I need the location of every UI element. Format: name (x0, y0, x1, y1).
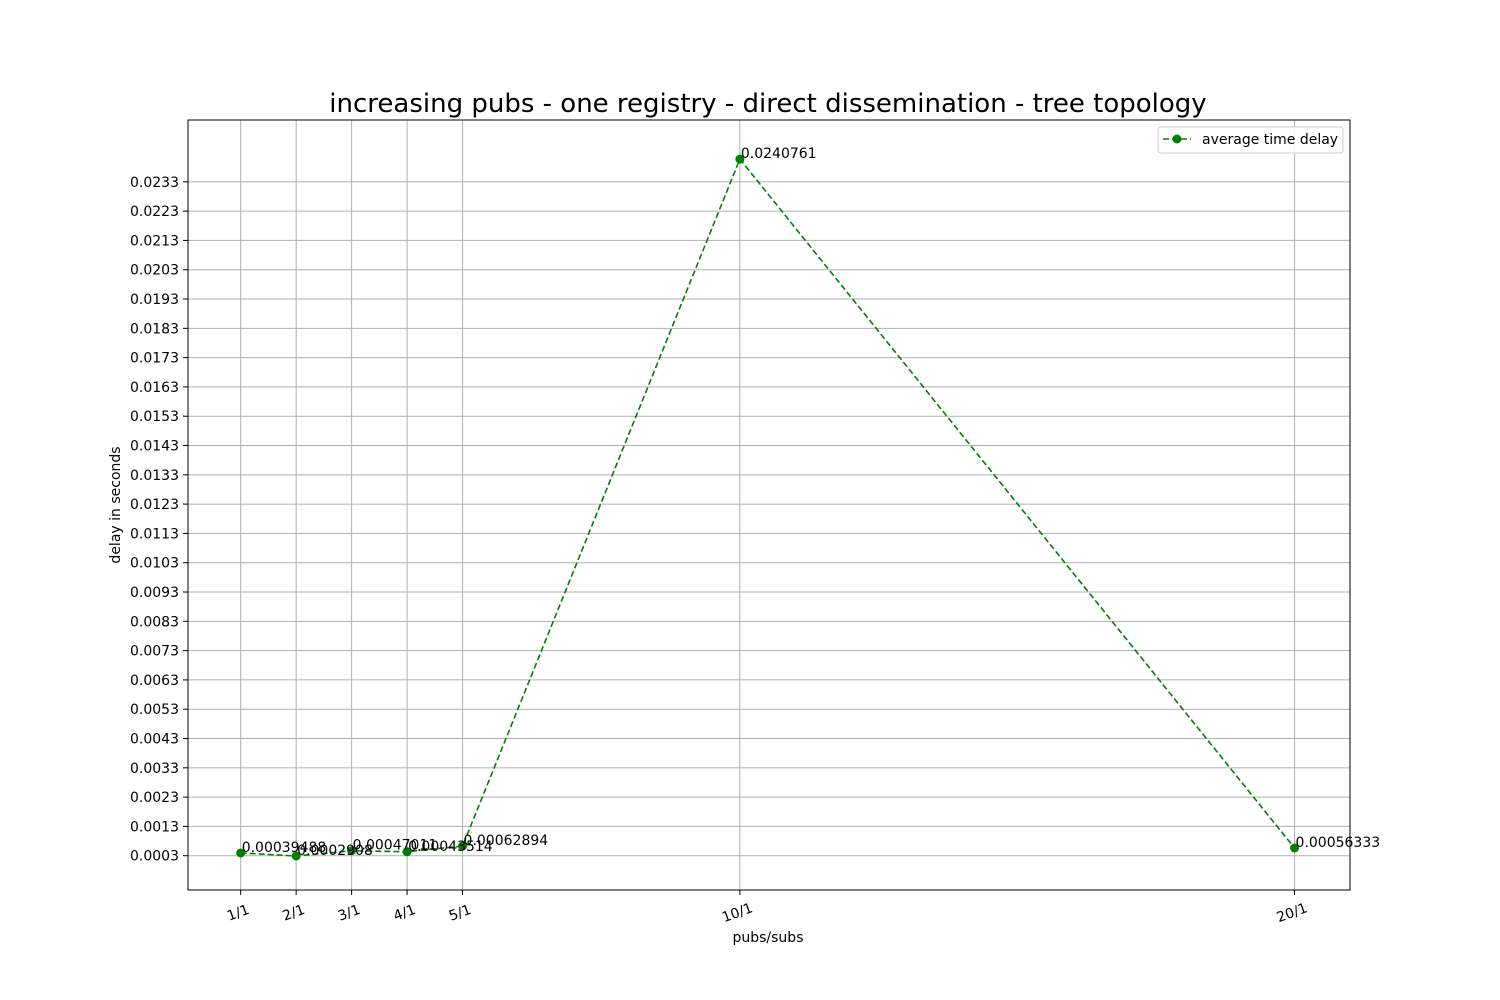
data-label: 0.00043514 (408, 839, 493, 855)
y-tick-label: 0.0073 (130, 644, 179, 660)
x-axis-label: pubs/subs (732, 930, 803, 946)
data-point (458, 841, 468, 851)
chart-title: increasing pubs - one registry - direct … (329, 89, 1206, 119)
y-tick-label: 0.0023 (130, 790, 179, 806)
x-tick-label: 5/1 (447, 902, 474, 925)
data-label: 0.00056333 (1296, 835, 1381, 851)
y-tick-label: 0.0203 (130, 263, 179, 279)
data-label: 0.0240761 (741, 146, 817, 162)
y-tick-label: 0.0033 (130, 761, 179, 777)
y-axis: 0.0003 0.0013 0.0023 0.0033 0.0043 0.0053 0.00… (130, 175, 188, 865)
y-tick-label: 0.0213 (130, 233, 179, 249)
y-tick-label: 0.0013 (130, 819, 179, 835)
data-label: 0.00047011 (353, 838, 438, 854)
y-tick-label: 0.0043 (130, 732, 179, 748)
y-tick-label: 0.0223 (130, 204, 179, 220)
y-tick-label: 0.0233 (130, 175, 179, 191)
legend-marker (1172, 134, 1182, 144)
y-tick-label: 0.0173 (130, 351, 179, 367)
y-tick-label: 0.0133 (130, 468, 179, 484)
legend-box (1157, 126, 1344, 154)
y-tick-label: 0.0093 (130, 585, 179, 601)
y-tick-label: 0.0183 (130, 321, 179, 337)
y-tick-label: 0.0163 (130, 380, 179, 396)
y-axis-label: delay in seconds (108, 446, 124, 563)
x-tick-label: 2/1 (280, 902, 307, 925)
y-tick-label: 0.0063 (130, 673, 179, 689)
y-tick-label: 0.0193 (130, 292, 179, 308)
x-tick-label: 4/1 (391, 902, 418, 925)
x-tick-label: 3/1 (336, 902, 363, 925)
data-label: 0.00062894 (464, 833, 549, 849)
legend-entry: average time delay (1202, 132, 1338, 148)
series-average-time-delay: 0.000394880.00029080.000470110.000435140… (236, 146, 1381, 861)
data-point (236, 848, 246, 858)
y-tick-label: 0.0083 (130, 614, 179, 630)
y-tick-label: 0.0053 (130, 702, 179, 718)
y-tick-label: 0.0113 (130, 526, 179, 542)
y-tick-label: 0.0153 (130, 409, 179, 425)
grid (188, 120, 1350, 890)
data-label: 0.0002908 (297, 843, 373, 859)
y-tick-label: 0.0103 (130, 556, 179, 572)
y-tick-label: 0.0123 (130, 497, 179, 513)
y-tick-label: 0.0003 (130, 849, 179, 865)
y-tick-label: 0.0143 (130, 439, 179, 455)
data-point (347, 846, 357, 856)
data-point (402, 847, 412, 857)
legend: average time delay (1157, 126, 1344, 154)
data-point (291, 851, 301, 861)
data-point (735, 154, 745, 164)
data-point (1290, 843, 1300, 853)
x-tick-label: 1/1 (225, 902, 252, 925)
plot-frame (187, 119, 1351, 891)
data-label: 0.00039488 (242, 840, 327, 856)
